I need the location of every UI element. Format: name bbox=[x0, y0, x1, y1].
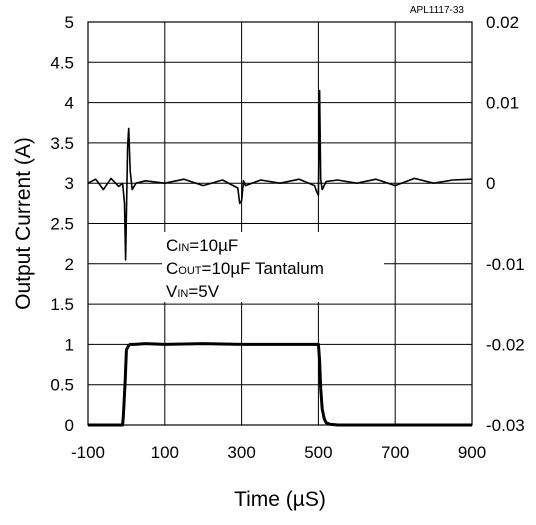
y-tick-label: 1 bbox=[65, 335, 74, 354]
annotation-vin-value: =5V bbox=[188, 282, 219, 301]
annotation-cout-c: C bbox=[166, 259, 178, 278]
annotation-line-cin: CIN=10µF bbox=[166, 236, 238, 255]
annotation-vin-sub: IN bbox=[177, 288, 188, 300]
annotation-text: CIN=10µF COUT=10µF Tantalum VIN=5V bbox=[166, 236, 324, 301]
y2-tick-label: -0.02 bbox=[486, 335, 525, 354]
y2-tick-label: 0 bbox=[486, 174, 495, 193]
annotation-cout-sub: OUT bbox=[178, 265, 202, 277]
x-tick-label: 300 bbox=[227, 443, 255, 462]
y-tick-label: 0.5 bbox=[50, 376, 74, 395]
x-tick-label: 900 bbox=[458, 443, 486, 462]
annotation-cin-value: =10µF bbox=[189, 236, 238, 255]
y-tick-label: 2.5 bbox=[50, 215, 74, 234]
y-tick-label: 2 bbox=[65, 255, 74, 274]
y-tick-label: 3 bbox=[65, 174, 74, 193]
x-tick-label: -100 bbox=[71, 443, 105, 462]
part-number-label: APL1117-33 bbox=[410, 5, 465, 16]
annotation-cout-value: =10µF Tantalum bbox=[202, 259, 324, 278]
y-tick-label: 1.5 bbox=[50, 295, 74, 314]
annotation-cin-sub: IN bbox=[178, 242, 189, 254]
x-tick-label: 100 bbox=[151, 443, 179, 462]
tick-labels: 0 0.5 1 1.5 2 2.5 3 3.5 4 4.5 5 -0.03 -0.02 -0.01 0 0.0… bbox=[50, 13, 524, 462]
voltage-deviation-trace bbox=[87, 89, 473, 261]
x-tick-label: 700 bbox=[381, 443, 409, 462]
annotation-line-cout: COUT=10µF Tantalum bbox=[166, 259, 324, 278]
y-tick-label: 3.5 bbox=[50, 134, 74, 153]
x-axis-title: Time (µS) bbox=[234, 488, 326, 511]
annotation-vin-v: V bbox=[166, 282, 178, 301]
y-tick-label: 5 bbox=[65, 13, 74, 32]
y2-tick-label: -0.03 bbox=[486, 416, 525, 435]
annotation-box bbox=[162, 232, 384, 302]
annotation-cin-c: C bbox=[166, 236, 178, 255]
y-tick-label: 0 bbox=[65, 416, 74, 435]
plot-frame bbox=[87, 21, 473, 426]
y-tick-label: 4.5 bbox=[50, 53, 74, 72]
y-axis-title: Output Current (A) bbox=[12, 137, 35, 310]
y2-tick-label: 0.02 bbox=[486, 13, 519, 32]
y-tick-label: 4 bbox=[65, 94, 74, 113]
y2-tick-label: -0.01 bbox=[486, 255, 525, 274]
plot-border bbox=[87, 21, 473, 426]
annotation-line-vin: VIN=5V bbox=[166, 282, 220, 301]
y2-tick-label: 0.01 bbox=[486, 94, 519, 113]
x-tick-label: 500 bbox=[304, 443, 332, 462]
